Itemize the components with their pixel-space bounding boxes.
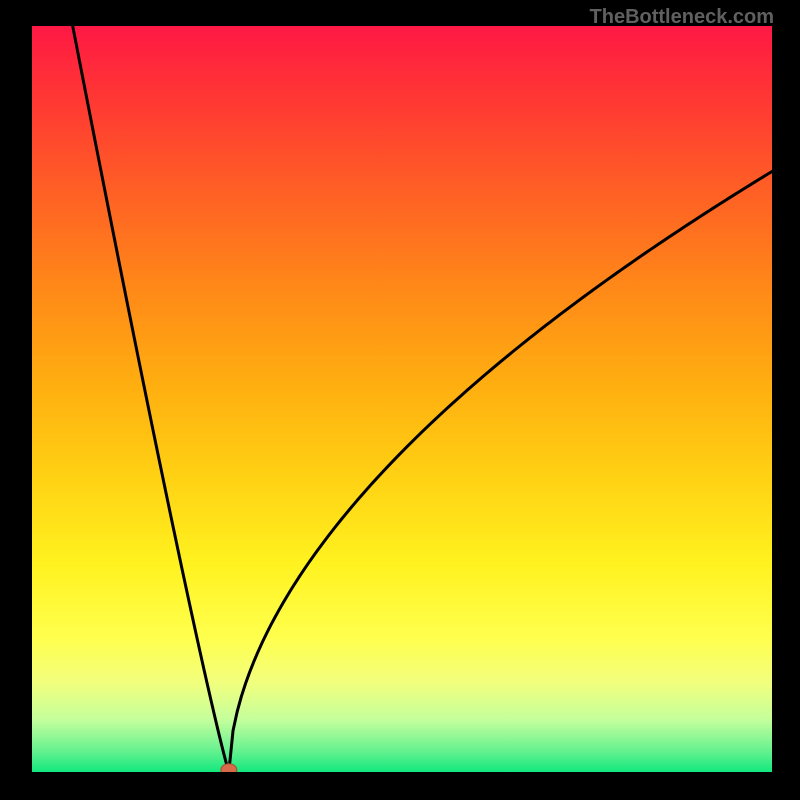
chart-svg [32,26,772,772]
chart-container: TheBottleneck.com [0,0,800,800]
minimum-marker [221,764,237,772]
chart-background-gradient [32,26,772,772]
watermark-text: TheBottleneck.com [590,6,774,29]
chart-plot-area [32,26,772,772]
